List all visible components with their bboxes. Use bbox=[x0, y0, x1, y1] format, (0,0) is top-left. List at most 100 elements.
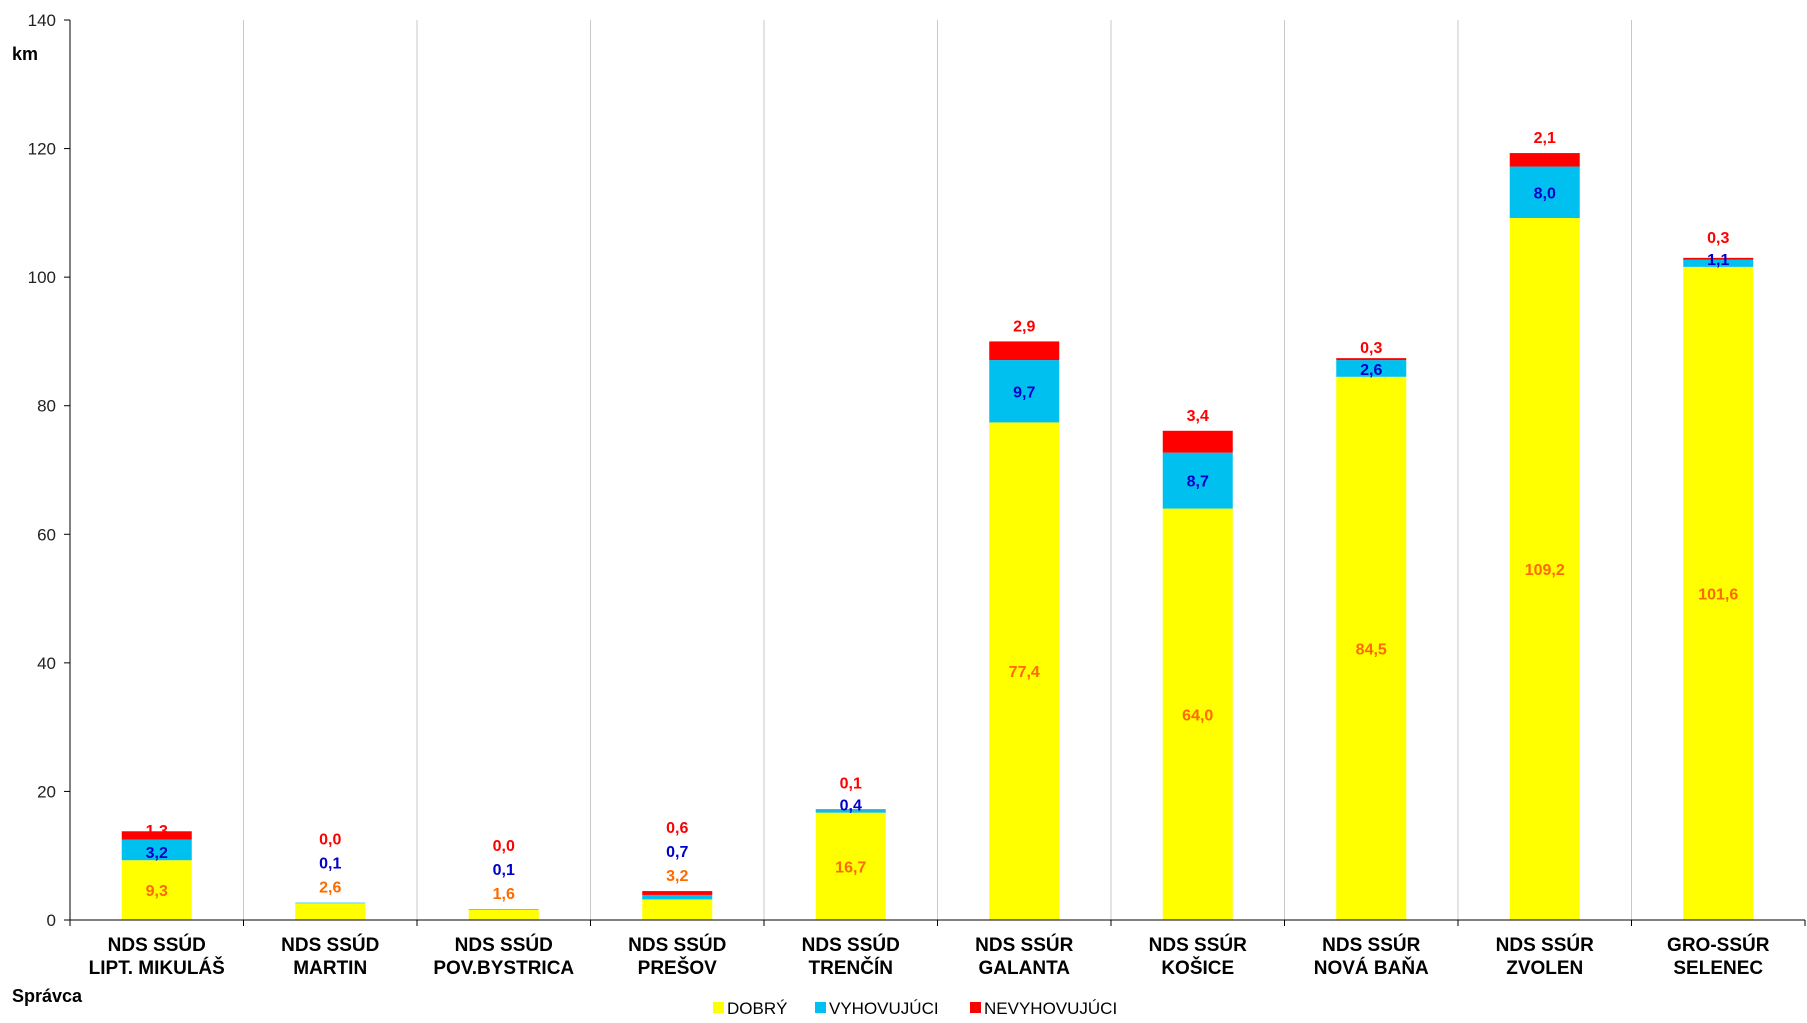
category-label: NDS SSÚD bbox=[108, 934, 206, 956]
data-label: 0,1 bbox=[840, 776, 862, 793]
bar-segment-dobry bbox=[1509, 218, 1580, 920]
category-label: NDS SSÚD bbox=[802, 934, 900, 956]
y-tick-label: 0 bbox=[47, 911, 56, 930]
data-label: 0,1 bbox=[319, 856, 341, 873]
bar-segment-vyhovujuci bbox=[295, 902, 366, 904]
bar-segment-dobry bbox=[1683, 266, 1754, 920]
category-label: SELENEC bbox=[1673, 958, 1763, 979]
data-label: 101,6 bbox=[1698, 586, 1738, 603]
category-label: NDS SSÚR bbox=[1496, 934, 1594, 956]
category-label: KOŠICE bbox=[1161, 957, 1234, 979]
category-label: MARTIN bbox=[293, 958, 367, 979]
category-label: NDS SSÚD bbox=[455, 934, 553, 956]
bar-segment-vyhovujuci bbox=[1336, 360, 1407, 377]
legend-swatch-dobry bbox=[713, 1002, 724, 1013]
bar-segment-vyhovujuci bbox=[815, 810, 886, 813]
data-label: 1,1 bbox=[1707, 252, 1729, 269]
bar-segment-dobry bbox=[121, 860, 192, 920]
y-tick-label: 60 bbox=[37, 525, 56, 544]
bar-segment-nevyhovujuci bbox=[121, 831, 192, 840]
data-label: 3,2 bbox=[146, 845, 168, 862]
data-label: 0,1 bbox=[493, 862, 515, 879]
data-label: 0,6 bbox=[666, 820, 688, 837]
bar-segment-nevyhovujuci bbox=[989, 341, 1060, 361]
data-label: 0,0 bbox=[319, 832, 341, 849]
data-label: 16,7 bbox=[835, 859, 866, 876]
bar-segment-vyhovujuci bbox=[1162, 452, 1233, 509]
bar-segment-dobry bbox=[642, 899, 713, 920]
data-label: 3,4 bbox=[1187, 408, 1209, 425]
bar-segment-vyhovujuci bbox=[1509, 166, 1580, 218]
data-label: 9,7 bbox=[1013, 384, 1035, 401]
data-label: 0,3 bbox=[1360, 340, 1382, 357]
bar-segment-vyhovujuci bbox=[468, 909, 539, 910]
data-label: 0,0 bbox=[493, 838, 515, 855]
legend-swatch-vyhovujuci bbox=[815, 1002, 826, 1013]
y-tick-label: 140 bbox=[28, 11, 56, 30]
legend-label: NEVYHOVUJÚCI bbox=[984, 999, 1117, 1018]
data-label: 2,6 bbox=[1360, 362, 1382, 379]
bar-segment-nevyhovujuci bbox=[642, 891, 713, 895]
data-label: 64,0 bbox=[1182, 707, 1213, 724]
bar-segment-dobry bbox=[1162, 508, 1233, 920]
data-label: 0,7 bbox=[666, 844, 688, 861]
category-label: NDS SSÚR bbox=[1322, 934, 1420, 956]
category-label: LIPT. MIKULÁŠ bbox=[89, 957, 225, 979]
legend-label: VYHOVUJÚCI bbox=[829, 999, 939, 1018]
y-tick-label: 20 bbox=[37, 782, 56, 801]
data-label: 2,9 bbox=[1013, 318, 1035, 335]
category-label: PREŠOV bbox=[638, 957, 718, 979]
bar-segment-dobry bbox=[468, 909, 539, 920]
data-label: 1,3 bbox=[146, 823, 168, 840]
bar-segment-vyhovujuci bbox=[989, 360, 1060, 423]
data-label: 1,6 bbox=[493, 886, 515, 903]
bar-segment-dobry bbox=[1336, 376, 1407, 920]
grid-layer bbox=[243, 20, 1632, 920]
data-label: 0,3 bbox=[1707, 230, 1729, 247]
y-tick-label: 40 bbox=[37, 654, 56, 673]
y-tick-label: 120 bbox=[28, 140, 56, 159]
bar-segment-nevyhovujuci bbox=[1509, 153, 1580, 167]
data-label: 2,1 bbox=[1534, 130, 1556, 147]
y-tick-label: 80 bbox=[37, 397, 56, 416]
category-label: GRO-SSÚR bbox=[1667, 934, 1770, 956]
category-label: TRENČÍN bbox=[809, 957, 893, 979]
bar-segment-vyhovujuci bbox=[121, 839, 192, 861]
data-label: 77,4 bbox=[1009, 664, 1040, 681]
category-label: NDS SSÚR bbox=[975, 934, 1073, 956]
category-label: NDS SSÚR bbox=[1149, 934, 1247, 956]
data-label: 9,3 bbox=[146, 883, 168, 900]
data-label: 109,2 bbox=[1525, 562, 1565, 579]
bar-segment-dobry bbox=[295, 903, 366, 920]
y-axis-title: km bbox=[12, 44, 38, 64]
bar-segment-dobry bbox=[989, 422, 1060, 920]
data-label: 8,7 bbox=[1187, 474, 1209, 491]
bar-segment-vyhovujuci bbox=[642, 894, 713, 900]
category-label: NDS SSÚD bbox=[628, 934, 726, 956]
category-label: NDS SSÚD bbox=[281, 934, 379, 956]
category-label: NOVÁ BAŇA bbox=[1314, 957, 1429, 979]
data-label: 8,0 bbox=[1534, 185, 1556, 202]
x-axis-title: Správca bbox=[12, 986, 83, 1006]
data-label: 84,5 bbox=[1356, 641, 1387, 658]
category-label: POV.BYSTRICA bbox=[433, 958, 574, 979]
data-label: 0,4 bbox=[840, 798, 862, 815]
legend: DOBRÝ VYHOVUJÚCI NEVYHOVUJÚCI bbox=[713, 999, 1117, 1018]
legend-swatch-nevyhovujuci bbox=[970, 1002, 981, 1013]
data-labels-layer: 9,3 3,2 1,3 2,6 0,1 0,0 1,6 0,1 0,0 3,2 0,7 0,6 16,7… bbox=[146, 130, 1739, 903]
category-label: ZVOLEN bbox=[1506, 958, 1583, 979]
bars-layer bbox=[121, 153, 1754, 920]
bar-segment-dobry bbox=[815, 812, 886, 920]
bar-segment-nevyhovujuci bbox=[1336, 358, 1407, 361]
category-label: GALANTA bbox=[979, 958, 1071, 979]
bar-segment-vyhovujuci bbox=[1683, 259, 1754, 267]
data-label: 2,6 bbox=[319, 880, 341, 897]
bar-segment-nevyhovujuci bbox=[1162, 430, 1233, 453]
data-label: 3,2 bbox=[666, 868, 688, 885]
y-tick-label: 100 bbox=[28, 268, 56, 287]
bar-segment-nevyhovujuci bbox=[1683, 257, 1754, 260]
legend-label: DOBRÝ bbox=[727, 999, 787, 1018]
bar-segment-nevyhovujuci bbox=[815, 809, 886, 811]
